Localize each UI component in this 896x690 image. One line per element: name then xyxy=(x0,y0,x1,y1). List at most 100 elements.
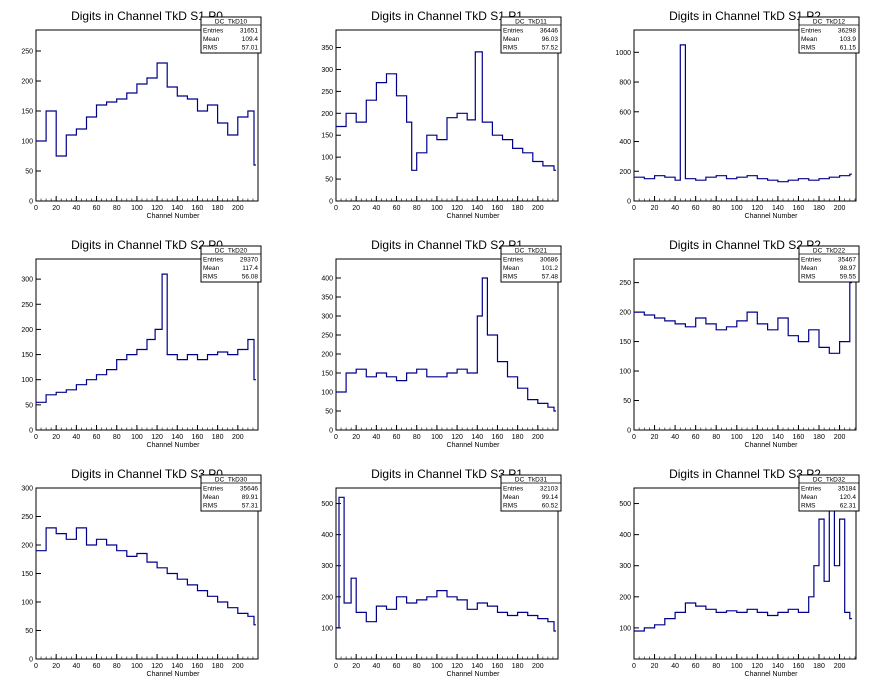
x-tick-label: 0 xyxy=(632,663,636,670)
x-tick-label: 160 xyxy=(192,663,204,670)
y-tick-label: 350 xyxy=(321,45,333,52)
x-tick-label: 80 xyxy=(113,434,121,441)
stats-value: 89.91 xyxy=(242,494,259,501)
x-tick-label: 160 xyxy=(192,205,204,212)
x-tick-label: 200 xyxy=(532,205,544,212)
stats-name: DC_TkD30 xyxy=(215,477,248,484)
stats-label: Entries xyxy=(503,28,524,35)
stats-label: Mean xyxy=(503,265,520,272)
y-tick-label: 200 xyxy=(21,327,33,334)
x-tick-label: 20 xyxy=(52,205,60,212)
stats-label: Entries xyxy=(503,257,524,264)
x-tick-label: 140 xyxy=(171,434,183,441)
x-tick-label: 80 xyxy=(413,663,421,670)
stats-label: Entries xyxy=(203,257,224,264)
x-tick-label: 100 xyxy=(731,205,743,212)
x-tick-label: 60 xyxy=(393,663,401,670)
x-tick-label: 120 xyxy=(151,434,163,441)
x-tick-label: 140 xyxy=(772,205,784,212)
x-tick-label: 100 xyxy=(431,205,443,212)
x-tick-label: 160 xyxy=(492,434,504,441)
y-tick-label: 200 xyxy=(619,169,631,176)
x-tick-label: 40 xyxy=(72,205,80,212)
x-tick-label: 180 xyxy=(512,205,524,212)
x-tick-label: 0 xyxy=(34,663,38,670)
x-tick-label: 60 xyxy=(93,434,101,441)
stats-value: 120.4 xyxy=(840,494,857,501)
histogram-line xyxy=(36,273,256,403)
x-axis-label: Channel Number xyxy=(447,442,501,449)
x-tick-label: 60 xyxy=(93,663,101,670)
y-tick-label: 0 xyxy=(29,428,33,435)
x-tick-label: 60 xyxy=(393,434,401,441)
y-tick-label: 0 xyxy=(329,199,333,206)
x-tick-label: 160 xyxy=(793,663,805,670)
stats-box xyxy=(200,245,262,283)
stats-value: 57.52 xyxy=(542,45,559,52)
stats-label: RMS xyxy=(503,274,518,281)
y-tick-label: 200 xyxy=(21,79,33,86)
x-tick-label: 120 xyxy=(151,205,163,212)
x-tick-label: 140 xyxy=(471,205,483,212)
panel-title: Digits in Channel TkD S3 P0 xyxy=(71,467,223,481)
y-tick-label: 800 xyxy=(619,80,631,87)
stats-box xyxy=(200,16,262,54)
stats-label: Mean xyxy=(203,265,220,272)
plot-frame xyxy=(335,487,559,660)
x-tick-label: 40 xyxy=(72,434,80,441)
x-tick-label: 80 xyxy=(413,434,421,441)
plot-frame xyxy=(335,258,559,431)
stats-value: 35467 xyxy=(838,257,856,264)
x-tick-label: 40 xyxy=(372,663,380,670)
y-tick-label: 0 xyxy=(627,199,631,206)
y-tick-label: 150 xyxy=(619,339,631,346)
x-tick-label: 160 xyxy=(192,434,204,441)
stats-value: 29370 xyxy=(240,257,258,264)
y-tick-label: 200 xyxy=(321,111,333,118)
stats-label: RMS xyxy=(203,503,218,510)
x-tick-label: 180 xyxy=(212,663,224,670)
histogram-line xyxy=(36,62,256,166)
y-tick-label: 200 xyxy=(619,310,631,317)
x-tick-label: 0 xyxy=(632,434,636,441)
y-tick-label: 150 xyxy=(21,109,33,116)
histogram-line xyxy=(634,282,852,354)
y-tick-label: 0 xyxy=(29,657,33,664)
y-tick-label: 50 xyxy=(25,402,33,409)
histogram-panel: Digits in Channel TkD S3 P0 0 20 40 60 80 100 1… xyxy=(21,467,262,678)
x-tick-label: 100 xyxy=(431,663,443,670)
stats-label: Entries xyxy=(503,486,524,493)
histogram-panel: Digits in Channel TkD S2 P0 0 20 40 60 80 100 1… xyxy=(21,238,262,449)
x-tick-label: 180 xyxy=(512,663,524,670)
x-tick-label: 200 xyxy=(232,663,244,670)
x-axis-label: Channel Number xyxy=(745,213,799,220)
stats-value: 56.08 xyxy=(242,274,259,281)
x-tick-label: 60 xyxy=(93,205,101,212)
x-tick-label: 120 xyxy=(451,663,463,670)
plot-frame xyxy=(633,487,857,660)
x-tick-label: 0 xyxy=(34,205,38,212)
stats-box xyxy=(798,245,860,283)
stats-box xyxy=(500,245,562,283)
x-tick-label: 200 xyxy=(532,434,544,441)
histogram-line xyxy=(634,44,852,183)
x-axis-label: Channel Number xyxy=(147,213,201,220)
stats-value: 57.01 xyxy=(242,45,259,52)
x-tick-label: 140 xyxy=(471,434,483,441)
histogram-line xyxy=(634,496,852,632)
stats-value: 98.97 xyxy=(840,265,857,272)
stats-box xyxy=(500,474,562,512)
stats-label: Mean xyxy=(203,36,220,43)
y-tick-label: 500 xyxy=(619,501,631,508)
x-tick-label: 200 xyxy=(232,205,244,212)
stats-value: 62.31 xyxy=(840,503,857,510)
panel-title: Digits in Channel TkD S1 P0 xyxy=(71,9,223,23)
y-tick-label: 350 xyxy=(321,295,333,302)
x-axis-label: Channel Number xyxy=(745,671,799,678)
y-tick-label: 1000 xyxy=(615,50,631,57)
y-tick-label: 100 xyxy=(21,377,33,384)
stats-value: 36298 xyxy=(838,28,856,35)
y-tick-label: 150 xyxy=(21,352,33,359)
y-tick-label: 400 xyxy=(619,139,631,146)
x-tick-label: 40 xyxy=(72,663,80,670)
